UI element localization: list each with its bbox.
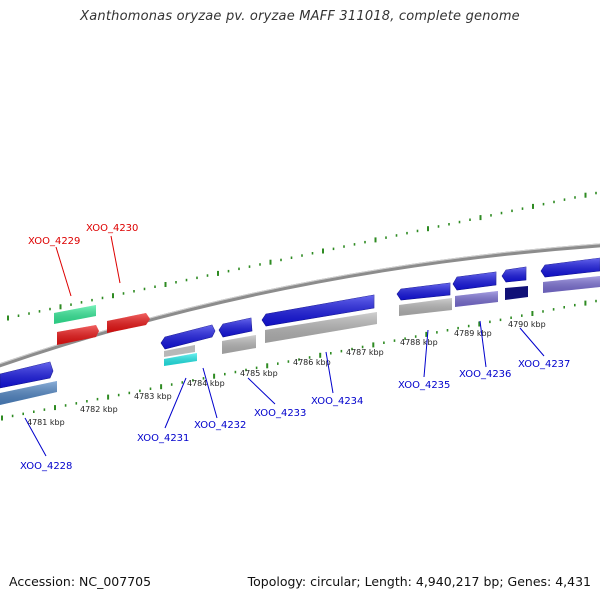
leader-xoo-4236 [479,320,487,368]
map-title: Xanthomonas oryzae pv. oryzae MAFF 31101… [80,9,520,24]
gene-label-xoo-4237[interactable]: XOO_4237 [518,359,570,370]
feature-xoo-4234-gray[interactable] [265,312,377,343]
gene-xoo-4229-red[interactable] [57,325,99,345]
leader-xoo-4233 [247,377,276,405]
leader-xoo-4228 [24,417,47,457]
genome-backbone [0,243,600,368]
ruler-label: 4785 kbp [240,369,278,378]
leader-xoo-4232 [202,367,218,419]
gene-label-xoo-4229[interactable]: XOO_4229 [28,236,80,247]
accession-text: Accession: NC_007705 [9,574,152,589]
gene-xoo-4234[interactable] [261,294,375,327]
ruler-label: 4782 kbp [80,405,118,414]
gene-xoo-4237-b[interactable] [540,257,600,278]
ruler-label: 4786 kbp [293,358,331,367]
gene-xoo-4235[interactable] [396,282,451,301]
leader-xoo-4229 [55,246,72,297]
feature-xoo-4237-navy[interactable] [505,286,528,300]
leader-xoo-4230 [110,235,121,284]
gene-label-xoo-4232[interactable]: XOO_4232 [194,420,246,431]
ruler-label: 4790 kbp [508,320,546,329]
gene-xoo-4228[interactable] [0,361,54,389]
gene-label-xoo-4234[interactable]: XOO_4234 [311,396,363,407]
leader-xoo-4231 [164,377,187,429]
gene-label-xoo-4233[interactable]: XOO_4233 [254,408,306,419]
gene-xoo-4236[interactable] [452,271,497,291]
ruler-label: 4783 kbp [134,392,172,401]
gene-label-xoo-4231[interactable]: XOO_4231 [137,433,189,444]
gene-label-xoo-4236[interactable]: XOO_4236 [459,369,511,380]
gene-label-xoo-4230[interactable]: XOO_4230 [86,223,138,234]
leader-xoo-4234 [325,351,334,394]
label-leader-lines [24,235,545,457]
ruler-label: 4787 kbp [346,348,384,357]
feature-xoo-4235-gray[interactable] [399,298,452,316]
leader-xoo-4235 [423,329,429,378]
feature-xoo-4237-purple[interactable] [543,276,600,293]
ruler-label: 4788 kbp [400,338,438,347]
gene-label-xoo-4228[interactable]: XOO_4228 [20,461,72,472]
ruler-label: 4789 kbp [454,329,492,338]
gene-xoo-4237-a[interactable] [501,266,527,283]
upper-ruler-ticks [7,191,597,321]
feature-xoo-4232-gray[interactable] [222,335,256,354]
lower-ruler-ticks [1,299,597,421]
ruler-label: 4781 kbp [27,418,65,427]
gene-label-xoo-4235[interactable]: XOO_4235 [398,380,450,391]
ruler-label: 4784 kbp [187,379,225,388]
gene-xoo-4231[interactable] [160,324,216,350]
feature-xoo-4231-gray[interactable] [164,345,195,357]
topology-text: Topology: circular; Length: 4,940,217 bp… [247,574,591,589]
leader-xoo-4237 [519,327,545,357]
gene-xoo-4232[interactable] [218,317,253,338]
feature-xoo-4231-cyan[interactable] [164,353,197,366]
feature-xoo-4236-purple[interactable] [455,291,498,307]
feature-xoo-4228-steel[interactable] [0,381,57,405]
gene-xoo-4230-red[interactable] [107,313,150,333]
genome-backbone-highlight [0,243,600,365]
gene-xoo-4229-green[interactable] [54,305,96,324]
